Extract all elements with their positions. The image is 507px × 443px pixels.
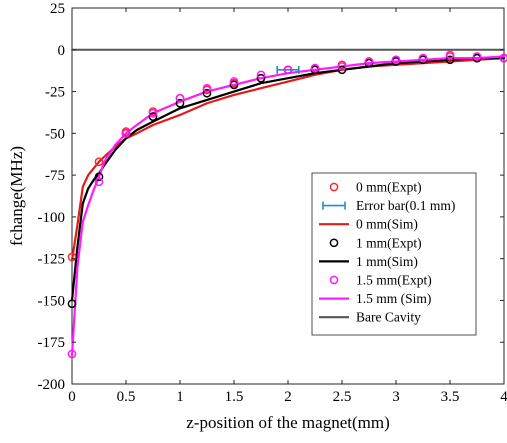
1-mm-expt-point (229, 80, 239, 90)
y-tick-label: -75 (45, 168, 65, 184)
1-5-mm-expt-point (283, 65, 293, 75)
1-mm-sim-line (70, 57, 506, 302)
legend-box (311, 172, 477, 336)
simulation-lines-layer (70, 55, 506, 357)
error-bar-0-1-mm-mark (276, 65, 300, 74)
1-5-mm-expt-point (202, 83, 212, 93)
legend-label: 1.5 mm(Expt) (356, 273, 432, 288)
legend-item-0-mm-expt: 0 mm(Expt) (329, 180, 422, 195)
1-5-mm-expt-point (337, 62, 347, 71)
y-tick-label: -150 (38, 293, 66, 309)
1-5-mm-expt-point (364, 57, 374, 66)
axis-ticks-layer: 0 0.5 1 1.5 2 2.5 3 3.5 4 25 0 -25 -50 -75 -100 -125 -15… (38, 1, 507, 405)
1-5-mm-expt-point (256, 70, 266, 80)
legend-symbol (329, 182, 339, 192)
x-tick-label: 4 (500, 389, 507, 405)
legend-label: 1 mm(Sim) (356, 254, 418, 269)
0-mm-expt-point (67, 252, 77, 262)
1-5-mm-sim-line (70, 55, 506, 357)
1-5-mm-expt-point (94, 177, 104, 187)
1-mm-expt-point (202, 88, 212, 98)
legend-label: 0 mm(Expt) (356, 180, 422, 195)
1-5-mm-expt-point (310, 63, 320, 73)
y-tick-label: 25 (50, 1, 65, 17)
x-tick-label: 3 (392, 389, 400, 405)
1-mm-expt-point (94, 172, 104, 182)
legend-item-error-bar-0-1-mm: Error bar(0.1 mm) (322, 198, 455, 213)
legend-label: Bare Cavity (356, 310, 421, 325)
legend-symbol (329, 275, 339, 285)
1-5-mm-expt-point (67, 349, 77, 359)
x-tick-label: 0.5 (117, 389, 136, 405)
legend-label: 0 mm(Sim) (356, 217, 418, 232)
x-tick-label: 1 (176, 389, 184, 405)
legend-item-1-mm-sim: 1 mm(Sim) (319, 254, 418, 269)
1-5-mm-expt-point (121, 128, 131, 138)
x-tick-label: 2.5 (333, 389, 352, 405)
1-5-mm-expt-point (472, 52, 482, 61)
1-5-mm-expt-point (229, 77, 239, 86)
y-tick-label: -125 (38, 252, 66, 268)
1-5-mm-expt-point (418, 53, 428, 63)
legend: 0 mm(Expt) Error bar(0.1 mm) 0 mm(Sim) 1 mm… (311, 172, 477, 336)
x-tick-label: 1.5 (225, 389, 244, 405)
1-mm-expt-point (445, 55, 455, 65)
y-tick-label: -50 (45, 126, 65, 142)
legend-item-1-5-mm-sim: 1.5 mm (Sim) (319, 291, 431, 306)
0-mm-expt-point (94, 157, 104, 167)
legend-symbol (329, 238, 339, 248)
0-mm-sim-line (70, 57, 506, 262)
x-tick-label: 3.5 (441, 389, 460, 405)
x-axis-label: z-position of the magnet(mm) (186, 413, 389, 432)
y-tick-label: -100 (38, 210, 66, 226)
y-axis-label: fchange(MHz) (7, 146, 26, 246)
1-mm-expt-point (256, 73, 266, 83)
x-tick-label: 2 (284, 389, 292, 405)
1-5-mm-expt-point (445, 50, 455, 60)
1-mm-expt-point (337, 65, 347, 75)
legend-label: 1 mm(Expt) (356, 235, 422, 250)
y-tick-label: -25 (45, 85, 65, 101)
1-5-mm-expt-point (175, 93, 185, 103)
1-5-mm-expt-point (499, 53, 507, 63)
1-5-mm-expt-point (391, 55, 401, 65)
y-tick-label: -200 (38, 377, 66, 393)
1-5-mm-expt-point (148, 108, 158, 118)
1-mm-expt-point (148, 112, 158, 121)
legend-item-1-5-mm-expt: 1.5 mm(Expt) (329, 273, 432, 288)
experiment-markers-layer (67, 50, 507, 359)
1-mm-expt-point (175, 98, 185, 108)
legend-item-bare-cavity: Bare Cavity (319, 310, 421, 325)
legend-label: 1.5 mm (Sim) (356, 291, 431, 306)
legend-item-0-mm-sim: 0 mm(Sim) (319, 217, 418, 232)
y-tick-label: 0 (58, 43, 66, 59)
legend-item-1-mm-expt: 1 mm(Expt) (329, 235, 422, 250)
legend-label: Error bar(0.1 mm) (356, 198, 455, 213)
x-tick-label: 0 (68, 389, 76, 405)
y-tick-label: -175 (38, 335, 66, 351)
